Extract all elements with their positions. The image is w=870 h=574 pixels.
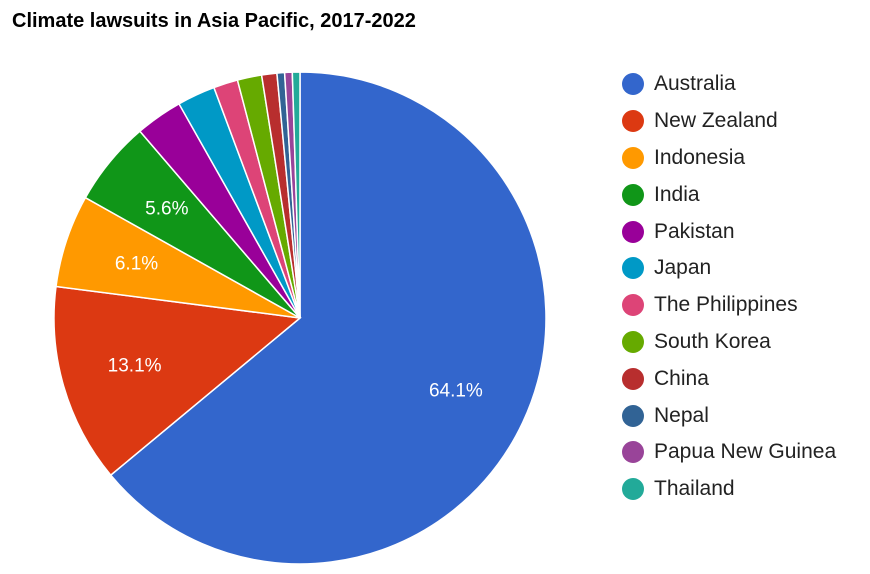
- legend-swatch: [622, 220, 644, 243]
- slice-label-indonesia: 6.1%: [115, 253, 158, 274]
- legend-swatch: [622, 110, 644, 133]
- legend-item: Japan: [622, 250, 836, 287]
- legend-swatch: [622, 257, 644, 280]
- legend-swatch: [622, 367, 644, 390]
- legend-item: Indonesia: [622, 140, 836, 177]
- legend-label: India: [654, 182, 700, 206]
- legend-item: Pakistan: [622, 213, 836, 250]
- legend-label: Australia: [654, 72, 736, 96]
- legend-item: South Korea: [622, 324, 836, 361]
- slice-label-australia: 64.1%: [429, 381, 483, 402]
- legend-label: Papua New Guinea: [654, 440, 837, 464]
- legend-item: New Zealand: [622, 103, 836, 140]
- legend-label: Pakistan: [654, 219, 735, 243]
- legend-swatch: [622, 404, 644, 427]
- legend-label: Thailand: [654, 477, 735, 501]
- legend-swatch: [622, 73, 644, 96]
- pie-slices: [53, 71, 547, 565]
- legend-swatch: [622, 478, 644, 501]
- legend-item: China: [622, 360, 836, 397]
- chart-title: Climate lawsuits in Asia Pacific, 2017-2…: [12, 10, 416, 32]
- legend-item: Papua New Guinea: [622, 434, 836, 471]
- slice-label-india: 5.6%: [145, 198, 188, 219]
- legend-label: Indonesia: [654, 145, 746, 169]
- legend-swatch: [622, 330, 644, 353]
- legend-label: Japan: [654, 256, 712, 280]
- legend-swatch: [622, 441, 644, 464]
- legend-label: China: [654, 366, 709, 390]
- legend-label: Nepal: [654, 403, 709, 427]
- legend-label: New Zealand: [654, 109, 778, 133]
- legend-label: The Philippines: [654, 293, 798, 317]
- legend-item: Nepal: [622, 397, 836, 434]
- legend-item: Thailand: [622, 471, 836, 508]
- legend-label: South Korea: [654, 329, 771, 353]
- pie-labels: 64.1% 13.1% 6.1% 5.6%: [108, 198, 483, 401]
- legend-swatch: [622, 183, 644, 206]
- legend: Australia New Zealand Indonesia India Pakist…: [622, 66, 836, 508]
- legend-item: India: [622, 176, 836, 213]
- legend-swatch: [622, 294, 644, 317]
- legend-item: The Philippines: [622, 287, 836, 324]
- pie-slice-thailand: [291, 71, 301, 319]
- pie-slice-australia: [109, 71, 547, 565]
- pie-slice-new-zealand: [53, 285, 302, 477]
- legend-swatch: [622, 146, 644, 169]
- slice-label-new-zealand: 13.1%: [108, 355, 162, 376]
- legend-item: Australia: [622, 66, 836, 103]
